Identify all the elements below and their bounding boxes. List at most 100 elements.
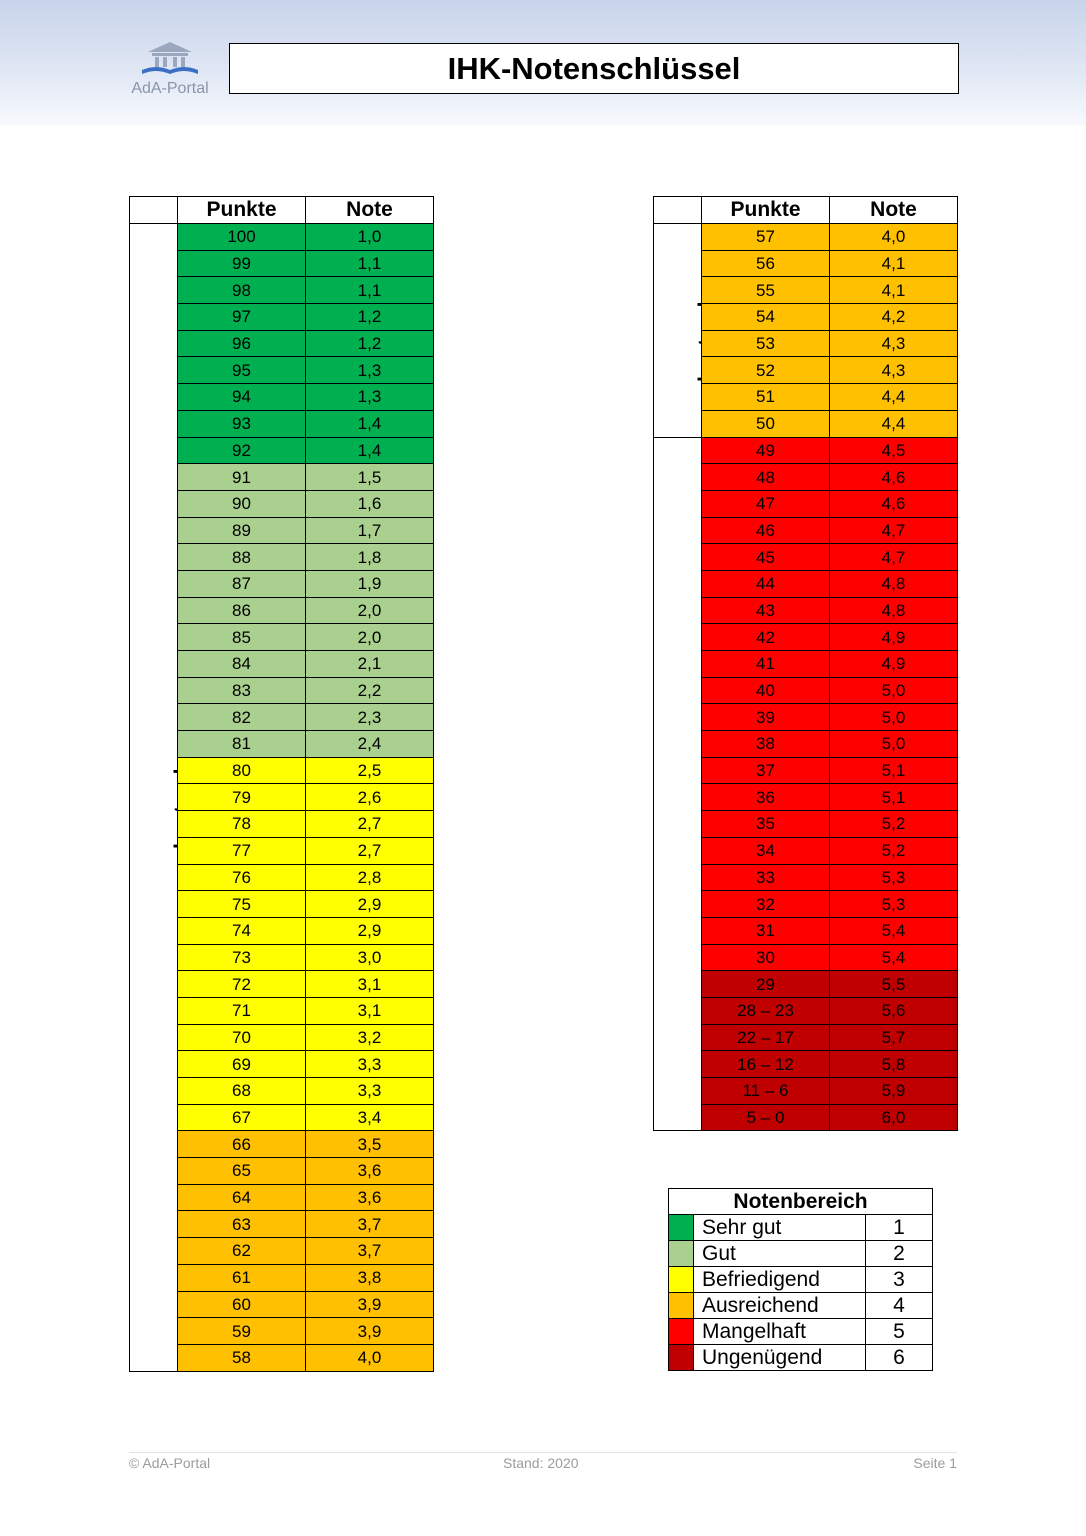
table-row: 58 4,0 — [130, 1343, 434, 1372]
points-cell: 66 — [177, 1130, 306, 1159]
points-cell: 57 — [701, 223, 830, 251]
points-cell: 80 — [177, 756, 306, 785]
table-row: 44 4,8 — [654, 569, 958, 598]
table-row: 81 2,4 — [130, 730, 434, 758]
grade-cell: 3,1 — [305, 996, 434, 1025]
points-cell: 62 — [177, 1237, 306, 1265]
legend-swatch — [668, 1266, 694, 1293]
grade-cell: 1,7 — [305, 516, 434, 545]
points-cell: 22 – 17 — [701, 1023, 830, 1052]
grade-cell: 3,9 — [305, 1317, 434, 1345]
points-cell: 74 — [177, 916, 306, 945]
table-row: 42 4,9 — [654, 623, 958, 651]
points-cell: 42 — [701, 623, 830, 651]
table-row: 46 4,7 — [654, 516, 958, 545]
points-cell: 72 — [177, 970, 306, 998]
header-blank-cell — [653, 196, 702, 224]
footer-divider — [129, 1452, 957, 1453]
points-cell: 16 – 12 — [701, 1050, 830, 1078]
table-row: 75 2,9 — [130, 890, 434, 918]
legend-swatch — [668, 1344, 694, 1371]
points-cell: 29 — [701, 970, 830, 998]
table-row: 56 4,1 — [654, 249, 958, 278]
logo: AdA-Portal — [128, 40, 212, 100]
grade-cell: 4,3 — [829, 356, 958, 385]
grade-cell: 4,4 — [829, 409, 958, 438]
grade-cell: 5,8 — [829, 1050, 958, 1078]
grade-cell: 2,8 — [305, 863, 434, 892]
points-cell: 96 — [177, 329, 306, 358]
grade-cell: 2,7 — [305, 810, 434, 838]
points-cell: 54 — [701, 303, 830, 331]
points-cell: 39 — [701, 703, 830, 732]
points-cell: 93 — [177, 409, 306, 438]
table-row: 94 1,3 — [130, 383, 434, 411]
points-cell: 60 — [177, 1290, 306, 1319]
points-cell: 97 — [177, 303, 306, 331]
grade-cell: 3,2 — [305, 1023, 434, 1052]
table-row: 41 4,9 — [654, 650, 958, 678]
grade-cell: 1,3 — [305, 356, 434, 385]
points-cell: 41 — [701, 650, 830, 678]
points-cell: 71 — [177, 996, 306, 1025]
points-cell: 89 — [177, 516, 306, 545]
table-row: 50 4,4 — [654, 409, 958, 438]
status-cell: bestanden — [653, 223, 702, 438]
points-cell: 51 — [701, 383, 830, 411]
grade-cell: 5,9 — [829, 1077, 958, 1105]
table-row: 97 1,2 — [130, 303, 434, 331]
points-cell: 88 — [177, 543, 306, 571]
table-row: 68 3,3 — [130, 1077, 434, 1105]
grade-cell: 4,7 — [829, 543, 958, 571]
points-cell: 59 — [177, 1317, 306, 1345]
grade-cell: 5,1 — [829, 783, 958, 812]
table-row: 64 3,6 — [130, 1183, 434, 1212]
points-cell: 43 — [701, 596, 830, 625]
grade-cell: 2,7 — [305, 836, 434, 865]
points-cell: 34 — [701, 836, 830, 865]
grade-cell: 5,0 — [829, 703, 958, 732]
header-grade: Note — [829, 196, 958, 224]
legend-swatch — [668, 1318, 694, 1345]
grade-cell: 1,2 — [305, 303, 434, 331]
status-cell: nicht bestanden — [653, 436, 702, 1132]
library-logo-icon — [142, 42, 198, 74]
grade-cell: 2,2 — [305, 676, 434, 705]
grade-cell: 5,5 — [829, 970, 958, 998]
grade-cell: 3,3 — [305, 1050, 434, 1078]
points-cell: 58 — [177, 1343, 306, 1372]
points-cell: 86 — [177, 596, 306, 625]
grade-cell: 2,9 — [305, 916, 434, 945]
table-row: 91 1,5 — [130, 463, 434, 491]
grade-cell: 4,3 — [829, 329, 958, 358]
grade-table-left: Punkte Note bestanden 100 1,0 99 1,1 98 1,1 97 1… — [129, 196, 434, 1372]
table-row: 65 3,6 — [130, 1157, 434, 1185]
table-row: nicht bestanden494,5 — [653, 436, 958, 1132]
points-cell: 67 — [177, 1103, 306, 1132]
grade-cell: 4,6 — [829, 463, 958, 491]
table-row: 59 3,9 — [130, 1317, 434, 1345]
table-row: 99 1,1 — [130, 249, 434, 278]
table-row: 43 4,8 — [654, 596, 958, 625]
points-cell: 73 — [177, 943, 306, 972]
legend-swatch — [668, 1240, 694, 1267]
grade-cell: 2,1 — [305, 650, 434, 678]
points-cell: 85 — [177, 623, 306, 651]
grade-cell: 6,0 — [829, 1103, 958, 1132]
legend-grade-number: 5 — [864, 1318, 934, 1345]
table-row: 69 3,3 — [130, 1050, 434, 1078]
grade-cell: 3,3 — [305, 1077, 434, 1105]
points-cell: 63 — [177, 1210, 306, 1239]
grade-cell: 4,6 — [829, 489, 958, 518]
table-row: 48 4,6 — [654, 463, 958, 491]
points-cell: 48 — [701, 463, 830, 491]
table-row: 98 1,1 — [130, 276, 434, 305]
table-row: 84 2,1 — [130, 650, 434, 678]
grade-cell: 2,0 — [305, 623, 434, 651]
points-cell: 35 — [701, 810, 830, 838]
points-cell: 55 — [701, 276, 830, 305]
points-cell: 65 — [177, 1157, 306, 1185]
legend-row: Ungenügend 6 — [668, 1344, 934, 1371]
points-cell: 76 — [177, 863, 306, 892]
grade-cell: 4,0 — [305, 1343, 434, 1372]
